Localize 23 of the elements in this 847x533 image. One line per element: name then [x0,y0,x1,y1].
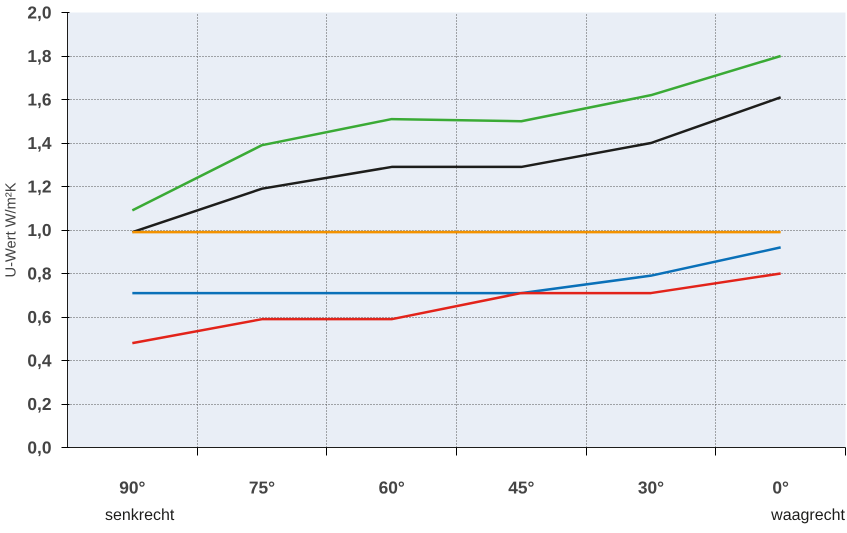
y-tick-label: 1,6 [27,90,52,110]
x-tick-label: 90° [119,478,146,498]
y-tick-label: 1,2 [27,176,52,196]
line-series [131,272,782,344]
y-tick-label: 2,0 [27,2,52,22]
text: waagrecht [771,506,845,526]
y-tick-label: 0,8 [27,264,52,284]
y-tick-label: 1,8 [27,46,52,66]
y-tick-label: 0,2 [27,394,52,414]
y-tick-label: 0,6 [27,307,52,327]
y-tick-label: 0,4 [27,350,52,370]
text: senkrecht [105,506,174,526]
x-tick-label: 60° [378,478,405,498]
x-tick-label: 0° [772,478,790,498]
y-tick-label: 1,4 [27,133,52,153]
line-series [131,54,782,212]
x-tick-label: 75° [248,478,276,498]
y-tick-label: 0,0 [27,438,52,458]
y-tick-label: 1,0 [27,220,52,240]
y-axis-title: U-Wert W/m²K [3,182,20,278]
x-tick-label: 30° [638,478,664,498]
line-series [131,96,782,234]
x-tick-label: 45° [508,478,535,498]
